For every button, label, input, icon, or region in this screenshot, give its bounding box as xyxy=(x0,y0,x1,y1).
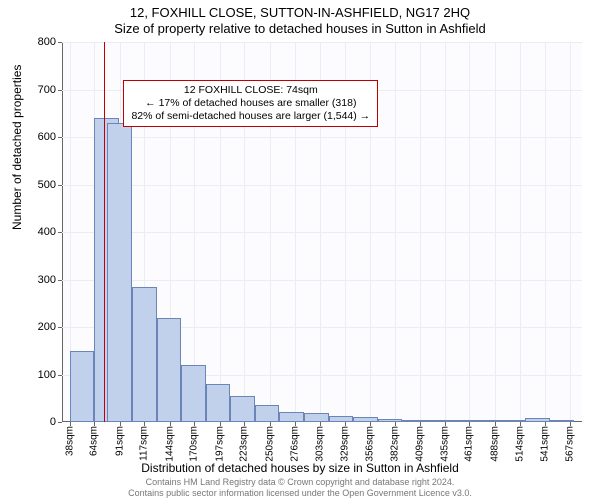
gridline-v xyxy=(545,42,546,422)
histogram-bar xyxy=(353,417,378,422)
xtick-label: 514sqm xyxy=(514,426,525,462)
xtick-label: 541sqm xyxy=(540,426,551,462)
histogram-bar xyxy=(157,318,182,423)
xtick-label: 91sqm xyxy=(114,426,125,456)
gridline-h xyxy=(62,137,582,138)
reference-line xyxy=(104,42,106,422)
histogram-bar xyxy=(132,287,157,422)
gridline-v xyxy=(469,42,470,422)
ytick-mark xyxy=(58,137,62,138)
histogram-bar xyxy=(402,420,427,422)
xtick-label: 329sqm xyxy=(339,426,350,462)
annotation-box: 12 FOXHILL CLOSE: 74sqm← 17% of detached… xyxy=(123,80,378,127)
ytick-label: 0 xyxy=(50,416,56,428)
property-size-chart: 12, FOXHILL CLOSE, SUTTON-IN-ASHFIELD, N… xyxy=(0,0,600,500)
histogram-bar xyxy=(550,420,575,422)
xtick-label: 117sqm xyxy=(139,426,150,461)
plot-area: 010020030040050060070080038sqm64sqm91sqm… xyxy=(62,42,582,422)
histogram-bar xyxy=(452,420,477,422)
ytick-label: 100 xyxy=(38,369,56,381)
gridline-h xyxy=(62,280,582,281)
annotation-line-3: 82% of semi-detached houses are larger (… xyxy=(131,110,370,123)
ytick-mark xyxy=(58,422,62,423)
histogram-bar xyxy=(476,420,501,422)
histogram-bar xyxy=(279,412,304,422)
histogram-bar xyxy=(304,413,329,422)
ytick-mark xyxy=(58,90,62,91)
histogram-bar xyxy=(329,416,354,422)
footer-attribution: Contains HM Land Registry data © Crown c… xyxy=(0,477,600,498)
histogram-bar xyxy=(206,384,231,422)
histogram-bar xyxy=(230,396,255,422)
ytick-mark xyxy=(58,232,62,233)
histogram-bar xyxy=(378,419,403,422)
gridline-h xyxy=(62,42,582,43)
ytick-label: 600 xyxy=(38,131,56,143)
gridline-v xyxy=(420,42,421,422)
footer-line-2: Contains public sector information licen… xyxy=(128,488,472,498)
ytick-label: 200 xyxy=(38,321,56,333)
ytick-label: 400 xyxy=(38,226,56,238)
y-axis-label: Number of detached properties xyxy=(10,65,24,230)
gridline-v xyxy=(570,42,571,422)
annotation-line-1: 12 FOXHILL CLOSE: 74sqm xyxy=(131,84,370,97)
xtick-label: 197sqm xyxy=(214,426,225,462)
xtick-label: 64sqm xyxy=(89,426,100,456)
histogram-bar xyxy=(501,420,526,422)
gridline-h xyxy=(62,185,582,186)
ytick-mark xyxy=(58,280,62,281)
ytick-label: 700 xyxy=(38,84,56,96)
ytick-mark xyxy=(58,42,62,43)
footer-line-1: Contains HM Land Registry data © Crown c… xyxy=(146,477,455,487)
ytick-mark xyxy=(58,327,62,328)
xtick-label: 170sqm xyxy=(189,426,200,462)
xtick-label: 38sqm xyxy=(64,426,75,456)
ytick-label: 800 xyxy=(38,36,56,48)
chart-title-sub: Size of property relative to detached ho… xyxy=(0,21,600,36)
histogram-bar xyxy=(70,351,95,422)
xtick-label: 382sqm xyxy=(389,426,400,462)
chart-title-main: 12, FOXHILL CLOSE, SUTTON-IN-ASHFIELD, N… xyxy=(0,5,600,20)
xtick-label: 303sqm xyxy=(315,426,326,462)
ytick-label: 500 xyxy=(38,179,56,191)
gridline-h xyxy=(62,232,582,233)
histogram-bar xyxy=(255,405,280,422)
annotation-line-2: ← 17% of detached houses are smaller (31… xyxy=(131,97,370,110)
xtick-label: 276sqm xyxy=(289,426,300,462)
x-axis-label: Distribution of detached houses by size … xyxy=(0,461,600,475)
xtick-label: 488sqm xyxy=(490,426,501,462)
xtick-label: 567sqm xyxy=(564,426,575,462)
gridline-v xyxy=(495,42,496,422)
gridline-v xyxy=(520,42,521,422)
ytick-label: 300 xyxy=(38,274,56,286)
gridline-v xyxy=(445,42,446,422)
xtick-label: 144sqm xyxy=(164,426,175,462)
ytick-mark xyxy=(58,185,62,186)
histogram-bar xyxy=(107,123,132,422)
histogram-bar xyxy=(525,418,550,422)
xtick-label: 250sqm xyxy=(265,426,276,462)
xtick-label: 435sqm xyxy=(439,426,450,462)
xtick-label: 223sqm xyxy=(239,426,250,462)
xtick-label: 356sqm xyxy=(365,426,376,462)
gridline-v xyxy=(395,42,396,422)
xtick-label: 461sqm xyxy=(464,426,475,462)
xtick-label: 409sqm xyxy=(415,426,426,462)
histogram-bar xyxy=(181,365,206,422)
ytick-mark xyxy=(58,375,62,376)
histogram-bar xyxy=(427,420,452,422)
